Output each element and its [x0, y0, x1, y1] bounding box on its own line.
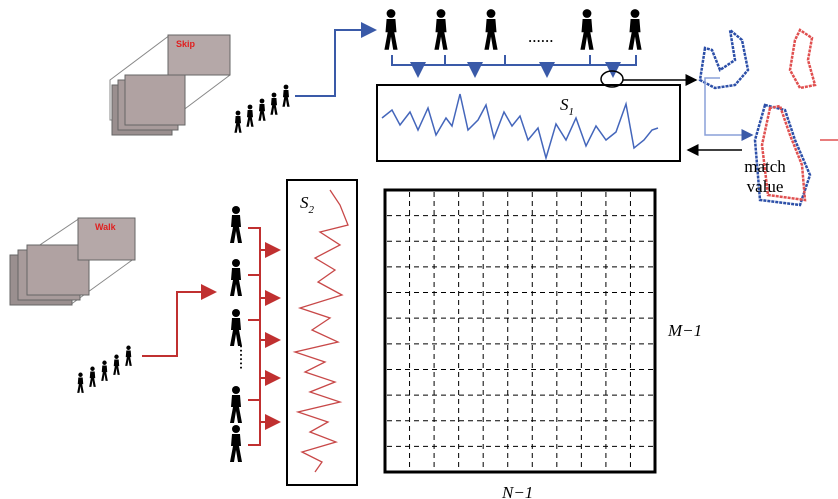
signal-index: 1 [569, 106, 575, 118]
signal-label: S1 [560, 95, 574, 118]
video-stack: Skip [109, 34, 231, 136]
ellipsis: ...... [528, 27, 554, 46]
silhouette-column [230, 206, 242, 462]
row-label: M−1 [667, 321, 702, 340]
signal-symbol: S [300, 193, 309, 212]
match-matrix [383, 188, 657, 474]
ellipsis: ...... [236, 344, 255, 370]
signal-label: S2 [300, 193, 315, 216]
match-label: match [744, 157, 786, 176]
video-label: Walk [95, 222, 117, 232]
match-label: value [747, 177, 784, 196]
silhouette-row [384, 9, 642, 50]
silhouette-chain [77, 345, 132, 393]
video-label: Skip [176, 39, 196, 49]
brackets [248, 227, 281, 446]
signal-box [376, 84, 681, 162]
signal-curve [381, 93, 659, 161]
signal-curve [292, 189, 349, 473]
arrow [295, 22, 377, 97]
silhouette-chain [234, 84, 290, 133]
signal-index: 2 [309, 204, 315, 216]
matrix-grid [387, 192, 653, 470]
highlight [600, 70, 624, 88]
signal-box [286, 179, 358, 486]
brackets [391, 55, 637, 78]
contours [698, 26, 817, 207]
video-stack: Walk [9, 217, 136, 306]
arrow [142, 284, 217, 357]
signal-symbol: S [560, 95, 569, 114]
arrow [704, 77, 754, 141]
col-label: N−1 [501, 483, 533, 499]
